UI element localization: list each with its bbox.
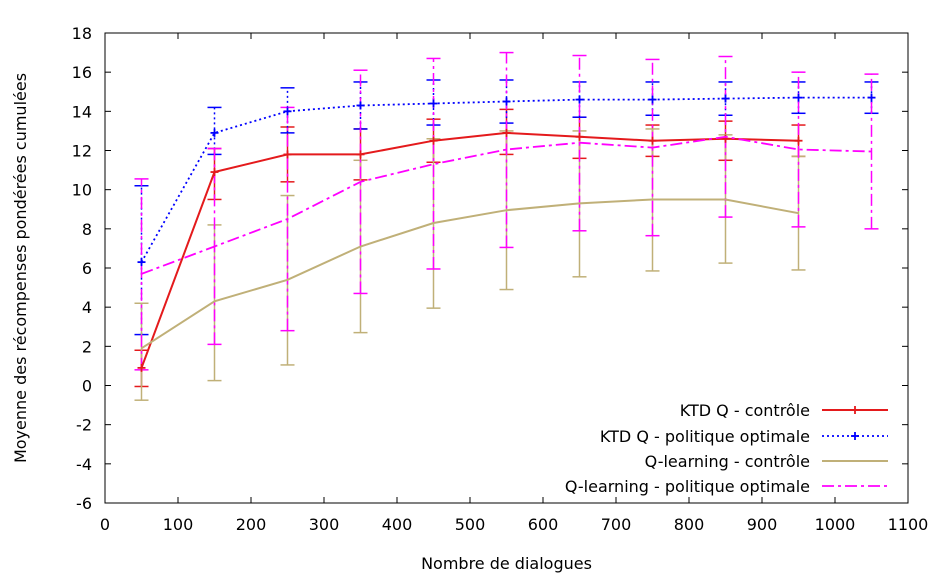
data-point [137, 258, 146, 267]
legend: KTD Q - contrôle KTD Q - politique optima… [565, 401, 888, 496]
data-point [721, 94, 730, 103]
y-tick-label: 6 [82, 259, 92, 278]
data-point [283, 150, 292, 159]
data-point [502, 97, 511, 106]
x-tick-label: 300 [309, 515, 340, 534]
series-3 [140, 198, 799, 350]
y-tick-label: 12 [72, 142, 92, 161]
y-axis-label: Moyenne des récompenses pondérées cumulé… [11, 73, 30, 463]
data-point [210, 128, 219, 137]
x-tick-label: 600 [528, 515, 559, 534]
y-tick-label: 16 [72, 63, 92, 82]
y-tick-label: 14 [72, 102, 92, 121]
data-point [356, 150, 365, 159]
legend-item: Q-learning - contrôle [645, 452, 888, 471]
data-point [356, 101, 365, 110]
error-bars-series-3 [134, 128, 806, 401]
x-tick-label: 800 [674, 515, 705, 534]
y-tick-label: 10 [72, 181, 92, 200]
data-point [794, 93, 803, 102]
x-tick-label: 1100 [888, 515, 929, 534]
x-tick-label: 100 [163, 515, 194, 534]
x-tick-label: 400 [382, 515, 413, 534]
y-tick-label: 2 [82, 337, 92, 356]
series-2 [137, 93, 876, 267]
series-line [140, 131, 799, 369]
x-tick-label: 900 [747, 515, 778, 534]
legend-label: KTD Q - contrôle [680, 401, 810, 420]
data-point [429, 136, 438, 145]
data-point [867, 93, 876, 102]
data-point [429, 99, 438, 108]
legend-label: KTD Q - politique optimale [600, 427, 810, 446]
y-tick-label: -6 [76, 494, 92, 513]
legend-label: Q-learning - politique optimale [565, 477, 810, 496]
axes: 0 100 200 300 400 500 600 700 800 900 1000 1100-6-4… [72, 24, 929, 534]
series-4 [141, 135, 872, 275]
series-line [141, 135, 872, 275]
legend-item: Q-learning - politique optimale [565, 477, 888, 496]
y-tick-label: 0 [82, 377, 92, 396]
plot-area [134, 51, 879, 401]
series-line [140, 198, 799, 350]
data-point [575, 132, 584, 141]
data-point [794, 136, 803, 145]
y-tick-label: -2 [76, 416, 92, 435]
data-point [648, 136, 657, 145]
data-point [210, 168, 219, 177]
error-bars-series-1 [134, 108, 806, 388]
data-point [137, 363, 146, 372]
series-1 [137, 128, 803, 372]
x-tick-label: 1000 [815, 515, 856, 534]
x-tick-label: 700 [601, 515, 632, 534]
legend-item: KTD Q - contrôle [680, 401, 888, 420]
data-point [648, 95, 657, 104]
y-tick-label: 18 [72, 24, 92, 43]
y-tick-label: -4 [76, 455, 92, 474]
x-axis-label: Nombre de dialogues [421, 554, 592, 573]
x-tick-label: 200 [236, 515, 267, 534]
y-tick-label: 4 [82, 298, 92, 317]
x-tick-label: 0 [100, 515, 110, 534]
y-tick-label: 8 [82, 220, 92, 239]
data-point [575, 95, 584, 104]
data-point [502, 128, 511, 137]
legend-label: Q-learning - contrôle [645, 452, 810, 471]
data-point [283, 107, 292, 116]
legend-item: KTD Q - politique optimale [600, 427, 888, 446]
x-tick-label: 500 [455, 515, 486, 534]
